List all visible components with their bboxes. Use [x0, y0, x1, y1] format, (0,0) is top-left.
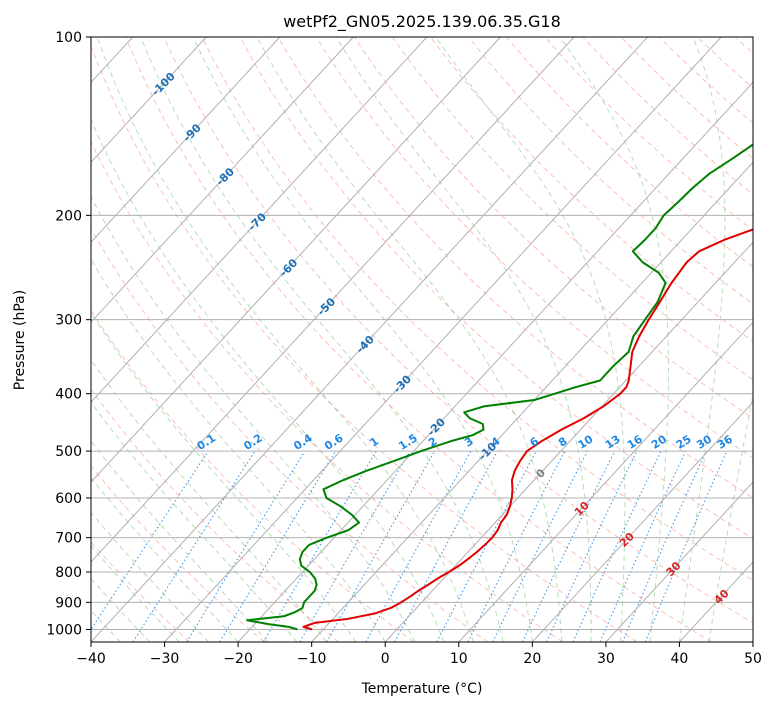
- y-tick-label: 500: [55, 444, 82, 460]
- dry-adiabat-line: [353, 37, 753, 419]
- moist-adiabat-line: [335, 37, 592, 642]
- moist-adiabat-line: [91, 545, 180, 642]
- y-tick-label: 700: [55, 531, 82, 547]
- mixing-ratio-line: [622, 450, 707, 642]
- dry-adiabat-line: [544, 37, 753, 231]
- dry-adiabat-line: [468, 37, 753, 305]
- dry-adiabat-line: [91, 140, 563, 642]
- plot-frame: [90, 36, 754, 643]
- y-axis-title: Pressure (hPa): [12, 290, 28, 390]
- mixing-ratio-line: [599, 450, 687, 642]
- isotherm-line: [531, 401, 753, 642]
- y-tick-label: 1000: [46, 622, 82, 638]
- x-tick-label: −30: [150, 651, 180, 667]
- isotherm-line: [91, 37, 648, 642]
- dewpoint-line: [246, 143, 753, 631]
- x-tick-label: 40: [671, 651, 689, 667]
- temperature-line: [302, 228, 753, 631]
- mixing-ratio-line: [394, 450, 498, 642]
- dry-adiabat-line: [91, 388, 340, 642]
- x-axis: −40 −30 −20 −10 0 10 20 30 40 50: [76, 642, 762, 667]
- dry-adiabat-line: [91, 44, 638, 642]
- mixing-ratio-line: [492, 450, 588, 642]
- x-tick-label: 30: [597, 651, 615, 667]
- isotherms: [0, 37, 753, 642]
- isotherm-line: [752, 641, 753, 642]
- y-tick-label: 800: [55, 565, 82, 581]
- isotherm-line: [164, 37, 722, 642]
- isotherm-line: [384, 241, 753, 642]
- dry-adiabat-line: [91, 227, 489, 642]
- isotherm-line: [0, 37, 59, 642]
- y-tick-label: 300: [55, 313, 82, 329]
- mixing-ratio-line: [326, 450, 436, 642]
- isotherm-line: [605, 481, 753, 642]
- dry-adiabats: [91, 37, 753, 642]
- dry-adiabat-line: [582, 37, 753, 195]
- mixing-ratio-line: [467, 450, 566, 642]
- y-tick-label: 900: [55, 595, 82, 611]
- mixing-ratio-line: [365, 450, 472, 642]
- chart-title: wetPf2_GN05.2025.139.06.35.G18: [283, 12, 561, 32]
- isotherm-line: [311, 161, 753, 642]
- moist-adiabat-line: [256, 37, 563, 642]
- dry-adiabat-line: [125, 37, 713, 642]
- isotherm-line: [91, 37, 207, 164]
- moist-adiabat-line: [91, 311, 357, 642]
- dry-adiabat-line: [201, 37, 753, 581]
- isotherm-line: [91, 37, 428, 403]
- y-tick-label: 600: [55, 491, 82, 507]
- x-tick-label: −10: [297, 651, 327, 667]
- isotherm-line: [91, 37, 354, 323]
- x-tick-label: 20: [523, 651, 541, 667]
- dry-adiabat-line: [506, 37, 753, 268]
- y-tick-label: 100: [55, 30, 82, 46]
- dry-adiabat-line: [163, 37, 753, 624]
- moist-adiabat-line: [91, 511, 210, 642]
- x-tick-label: 50: [744, 651, 762, 667]
- sounding-series: [246, 143, 753, 631]
- dry-adiabat-line: [430, 37, 753, 343]
- moist-adiabat-line: [91, 258, 386, 642]
- isotherm-line: [237, 81, 753, 642]
- mixing-ratio-line: [91, 450, 209, 631]
- isotherm-line: [91, 37, 501, 483]
- isotherm-line: [91, 37, 281, 243]
- dry-adiabat-line: [392, 37, 753, 381]
- moist-adiabat-line: [91, 401, 298, 642]
- isotherm-line: [458, 321, 753, 642]
- mixing-ratio-line: [219, 450, 337, 642]
- mixing-ratio-line: [186, 450, 306, 642]
- moist-adiabat-line: [435, 37, 626, 642]
- dry-adiabat-line: [315, 37, 753, 459]
- moist-adiabat-line: [91, 577, 151, 642]
- dry-adiabat-line: [91, 465, 265, 642]
- moist-adiabat-line: [678, 37, 726, 642]
- x-tick-label: 10: [450, 651, 468, 667]
- isotherm-line: [91, 37, 575, 563]
- y-tick-label: 200: [55, 208, 82, 224]
- moist-adiabat-line: [140, 37, 504, 642]
- y-axis: 100 200 300 400 500 600 700 800 900 1000: [46, 30, 91, 638]
- y-tick-label: 400: [55, 387, 82, 403]
- moist-adiabat-line: [91, 476, 239, 642]
- moist-adiabat-line: [91, 440, 268, 642]
- mixing-ratio-line: [132, 450, 256, 642]
- dry-adiabat-line: [620, 37, 753, 160]
- moist-adiabat-line: [96, 37, 474, 642]
- moist-adiabat-line: [91, 118, 445, 642]
- x-tick-label: −20: [223, 651, 253, 667]
- x-tick-label: −40: [76, 651, 106, 667]
- x-axis-title: Temperature (°C): [361, 681, 483, 697]
- x-tick-label: 0: [381, 651, 390, 667]
